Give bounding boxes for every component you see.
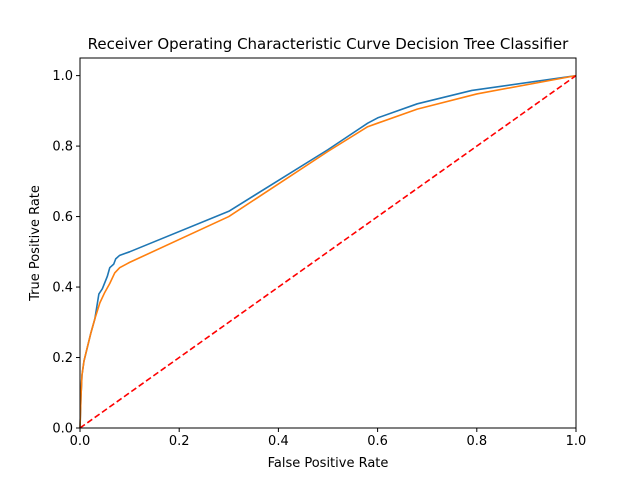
- x-tick-label: 0.8: [466, 434, 487, 449]
- x-axis: 0.0 0.2 0.4 0.6 0.8 1.0: [70, 428, 587, 449]
- x-tick-label: 0.2: [169, 434, 190, 449]
- plot-area: [79, 57, 577, 429]
- plot-background: [80, 58, 576, 428]
- series-layer: [79, 74, 577, 429]
- y-axis-title: True Positive Rate: [28, 185, 43, 302]
- chart-title: Receiver Operating Characteristic Curve …: [88, 35, 569, 53]
- x-tick-label: 1.0: [566, 434, 587, 449]
- plot-frame: [79, 57, 577, 429]
- series-line-3: [79, 74, 577, 429]
- y-axis: 0.0 0.2 0.4 0.6 0.8 1.0: [52, 69, 80, 437]
- x-tick-label: 0.6: [367, 434, 388, 449]
- y-tick-label: 1.0: [52, 69, 73, 84]
- y-tick-label: 0.6: [52, 210, 73, 225]
- y-tick-label: 0.4: [52, 281, 73, 296]
- x-tick-label: 0.4: [268, 434, 289, 449]
- y-tick-label: 0.0: [52, 422, 73, 437]
- y-tick-label: 0.2: [52, 351, 73, 366]
- x-tick-label: 0.0: [70, 434, 91, 449]
- series-line-2: [79, 74, 577, 429]
- x-axis-title: False Positive Rate: [268, 456, 389, 471]
- y-tick-label: 0.8: [52, 140, 73, 155]
